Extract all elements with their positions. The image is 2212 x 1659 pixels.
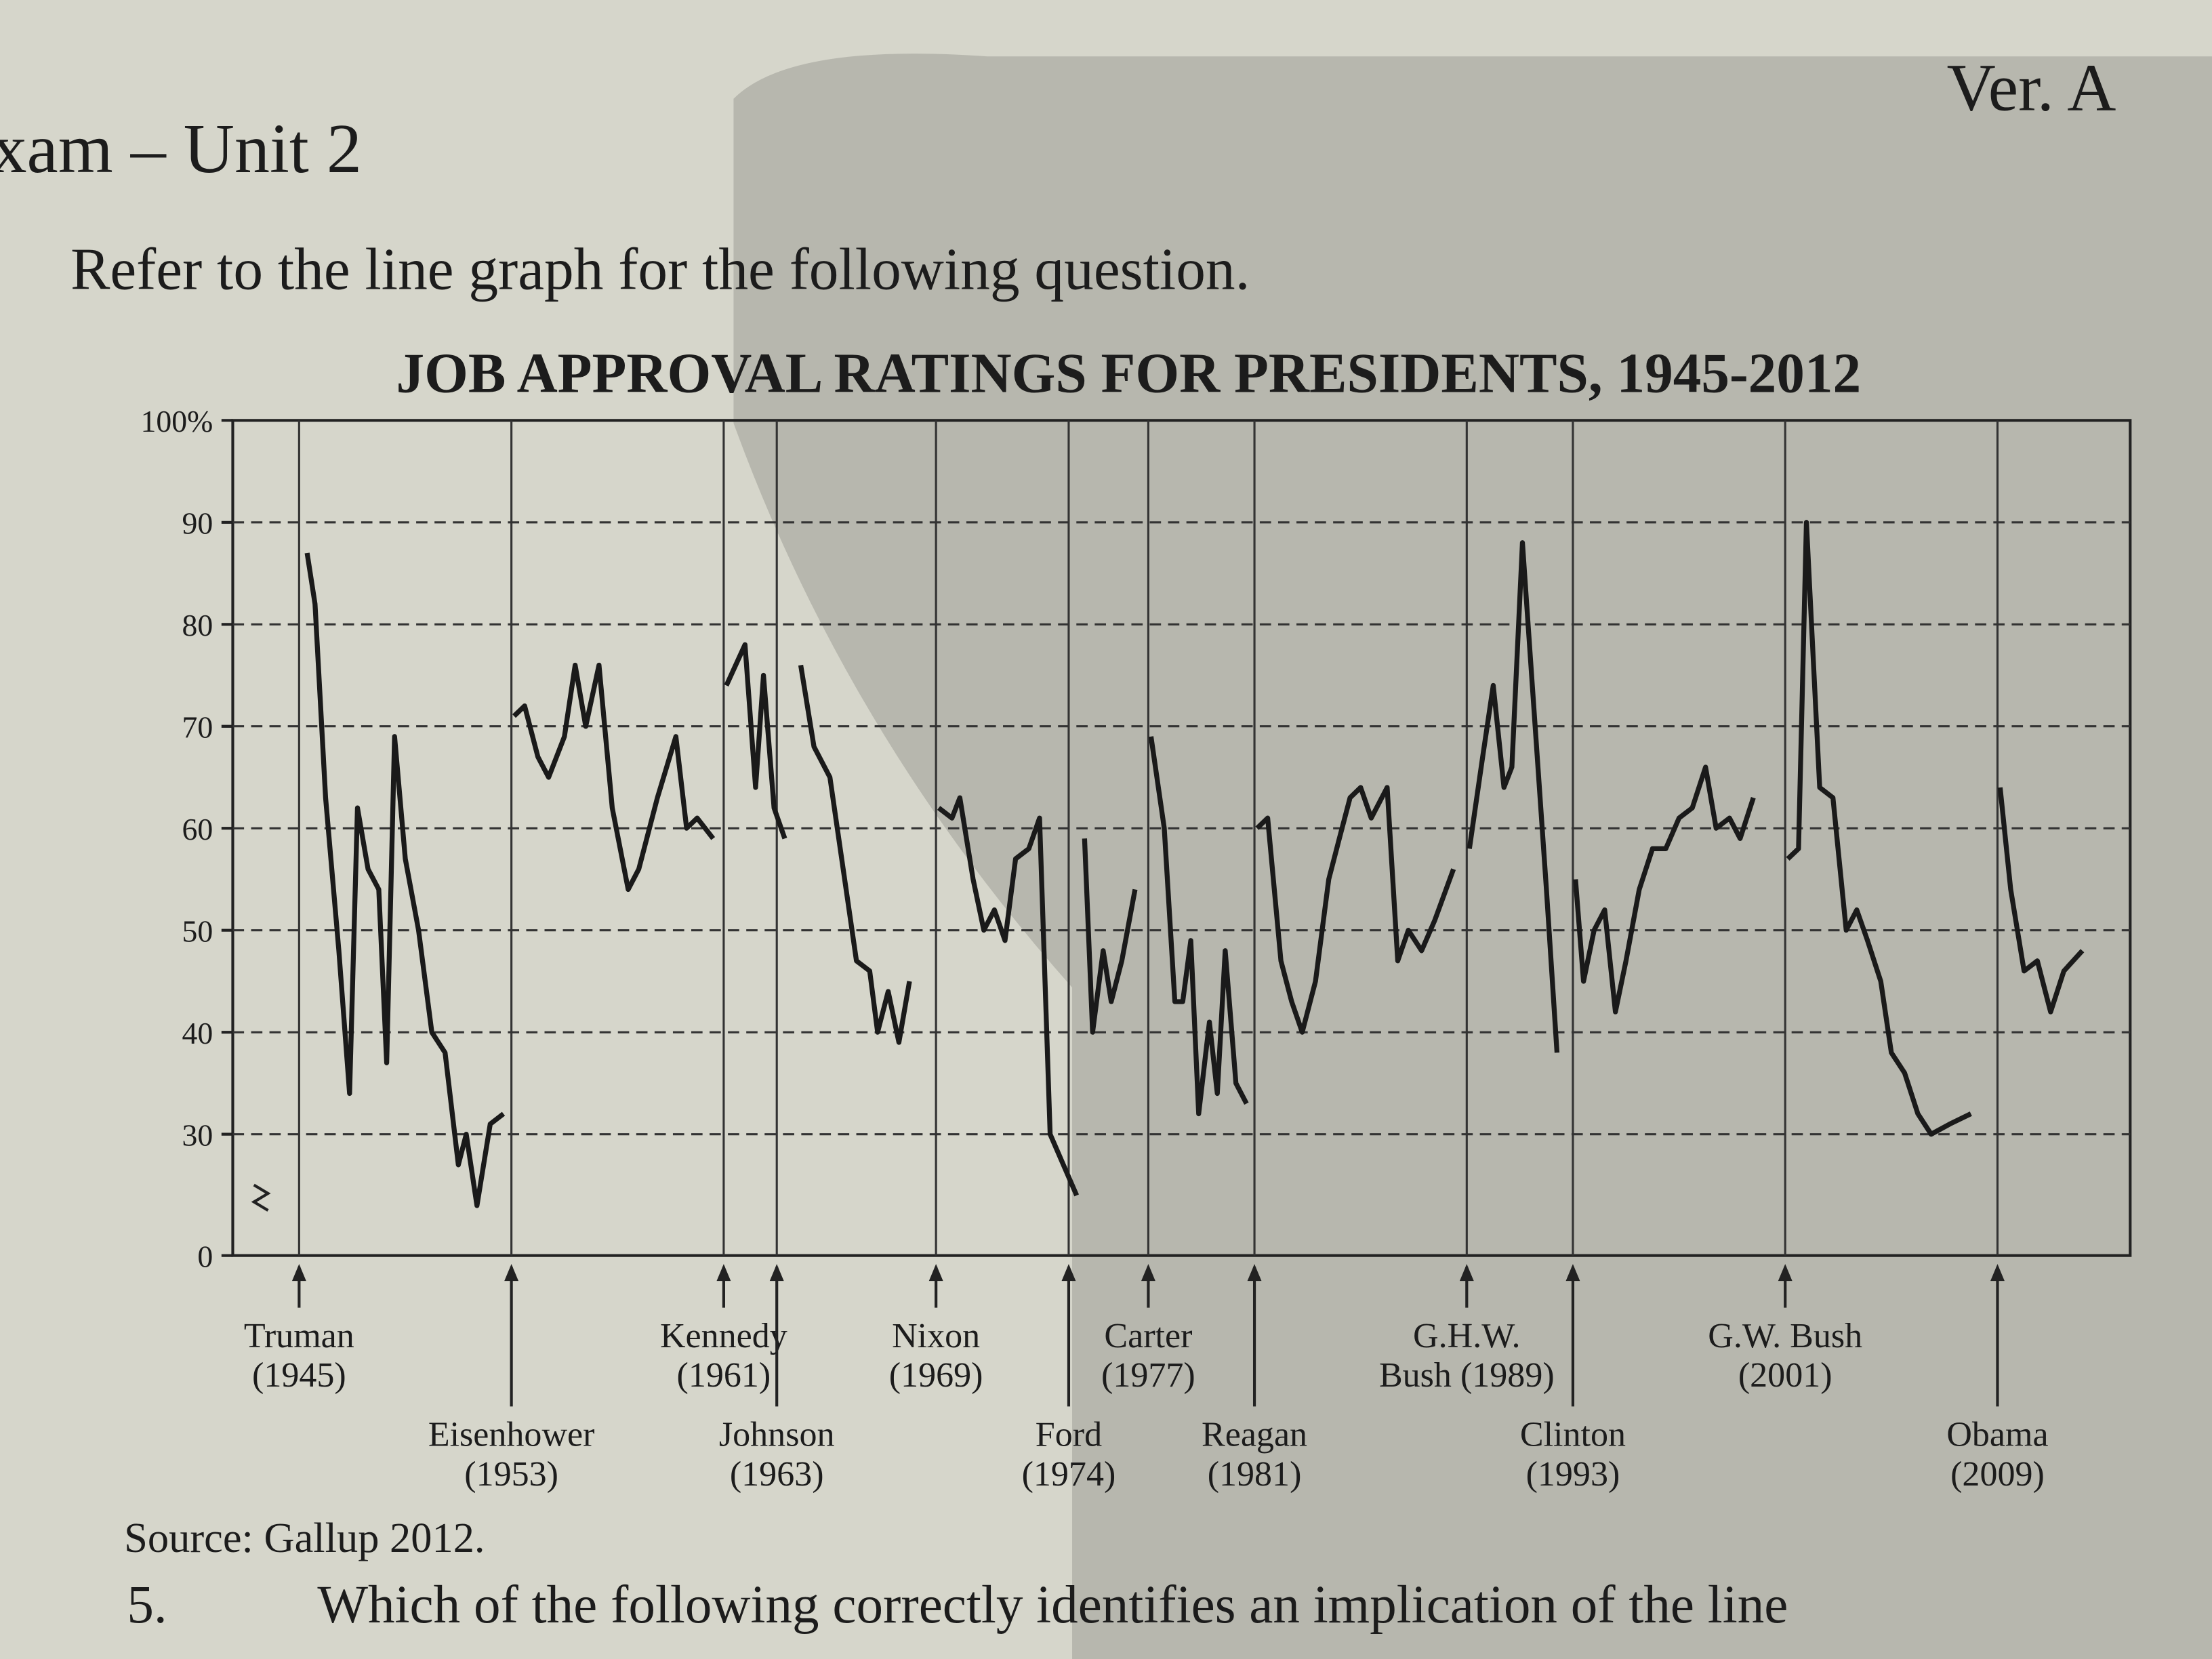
president-date: (1961) (677, 1356, 771, 1395)
y-tick-label: 30 (182, 1118, 213, 1152)
y-tick-label: 0 (197, 1239, 213, 1273)
version: Ver. A (1947, 49, 2116, 125)
president-name: Clinton (1520, 1416, 1626, 1454)
arrow-head (1141, 1264, 1155, 1282)
arrow-head (291, 1264, 306, 1282)
y-tick-label: 80 (182, 608, 213, 642)
president-date: (1969) (889, 1356, 983, 1395)
president-date: Bush (1989) (1379, 1356, 1555, 1395)
arrow-head (1990, 1264, 2005, 1282)
president-name: G.H.W. (1413, 1317, 1521, 1355)
chart-title: JOB APPROVAL RATINGS FOR PRESIDENTS, 194… (396, 343, 1861, 405)
president-name: Truman (244, 1317, 354, 1355)
president-name: Reagan (1202, 1416, 1307, 1454)
president-date: (1953) (464, 1455, 558, 1494)
president-name: Carter (1104, 1317, 1192, 1355)
question: Which of the following correctly identif… (317, 1576, 1788, 1635)
president-date: (1963) (730, 1455, 824, 1494)
source: Source: Gallup 2012. (124, 1514, 485, 1561)
arrow-head (716, 1264, 731, 1282)
axis-break (251, 1183, 271, 1212)
shadow (733, 54, 2212, 1659)
president-date: (1977) (1101, 1356, 1195, 1395)
arrow-head (1459, 1264, 1474, 1282)
president-name: Obama (1946, 1416, 2048, 1454)
president-date: (2009) (1950, 1455, 2045, 1494)
y-tick-label: 50 (182, 914, 213, 948)
president-name: Kennedy (660, 1317, 787, 1355)
president-name: Nixon (892, 1317, 980, 1355)
arrow-head (769, 1264, 784, 1282)
president-name: Ford (1036, 1416, 1102, 1454)
president-name: G.W. Bush (1708, 1317, 1862, 1355)
president-date: (1945) (252, 1356, 346, 1395)
president-date: (1981) (1208, 1455, 1302, 1494)
arrow-head (1061, 1264, 1076, 1282)
plot-frame (231, 419, 2132, 1257)
approval-line (304, 520, 2085, 1208)
president-date: (2001) (1738, 1356, 1832, 1395)
president-date: (1974) (1022, 1455, 1116, 1494)
arrow-head (1565, 1264, 1580, 1282)
president-date: (1993) (1526, 1455, 1620, 1494)
y-tick-label: 60 (182, 812, 213, 846)
y-tick-label: 100% (141, 404, 213, 438)
president-name: Johnson (719, 1416, 835, 1454)
instruction: Refer to the line graph for the followin… (70, 237, 1250, 302)
question-number: 5. (127, 1576, 167, 1635)
president-name: Eisenhower (428, 1416, 595, 1454)
y-tick-label: 90 (182, 506, 213, 540)
arrow-head (928, 1264, 943, 1282)
exam-title: xam – Unit 2 (0, 109, 362, 188)
y-tick-label: 70 (182, 710, 213, 744)
arrow-head (504, 1264, 519, 1282)
arrow-head (1247, 1264, 1262, 1282)
y-tick-label: 40 (182, 1016, 213, 1050)
arrow-head (1778, 1264, 1793, 1282)
